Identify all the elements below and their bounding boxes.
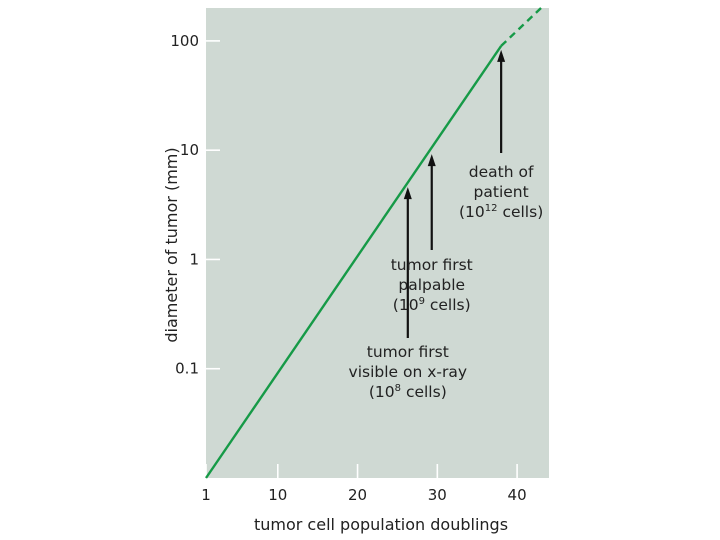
annotation-text: tumor first: [367, 343, 449, 361]
y-tick-label: 1: [189, 250, 199, 268]
x-axis: 1 10 20 30 40: [201, 464, 527, 504]
y-tick-label: 10: [180, 141, 199, 159]
annotation-arrow-head: [403, 187, 412, 200]
annotation-arrow-head: [427, 154, 436, 167]
annotation-text: tumor first: [391, 256, 473, 274]
annotation-text: (10: [393, 296, 419, 314]
annotation-label: (108 cells): [369, 383, 447, 401]
y-tick-label: 100: [170, 32, 199, 50]
annotation: tumor first palpable (109 cells): [391, 154, 473, 314]
annotation-superscript: 8: [395, 383, 401, 394]
annotation-label: (109 cells): [393, 296, 471, 314]
growth-line-extrapolated: [500, 7, 542, 47]
y-tick-label: 0.1: [175, 360, 199, 378]
annotation-superscript: 12: [485, 203, 498, 214]
annotation-text: cells): [401, 383, 447, 401]
annotation-label: patient: [474, 183, 529, 201]
annotation-label: palpable: [398, 276, 465, 294]
annotation-label: tumor first: [367, 343, 449, 361]
y-axis-title: diameter of tumor (mm): [162, 147, 181, 342]
annotation-text: visible on x-ray: [349, 363, 468, 381]
x-tick-label: 30: [428, 486, 447, 504]
annotation-arrow-head: [497, 49, 506, 62]
annotation: death of patient (1012 cells): [459, 49, 543, 221]
x-tick-label: 20: [348, 486, 367, 504]
growth-line: [205, 45, 503, 479]
annotation-label: (1012 cells): [459, 203, 543, 221]
annotation-label: visible on x-ray: [349, 363, 468, 381]
annotation-label: death of: [469, 163, 534, 181]
annotation-text: cells): [498, 203, 544, 221]
annotation-text: patient: [474, 183, 529, 201]
plot-area: [206, 8, 549, 478]
annotation-text: (10: [369, 383, 395, 401]
x-tick-label: 1: [201, 486, 211, 504]
annotation-text: (10: [459, 203, 485, 221]
annotation-text: death of: [469, 163, 534, 181]
annotation-text: cells): [425, 296, 471, 314]
x-axis-title: tumor cell population doublings: [254, 515, 508, 534]
annotation-superscript: 9: [419, 296, 425, 307]
y-axis: 0.1 1 10 100: [170, 32, 220, 378]
x-tick-label: 40: [508, 486, 527, 504]
x-tick-label: 10: [268, 486, 287, 504]
series-layer: [205, 7, 542, 479]
annotation-label: tumor first: [391, 256, 473, 274]
annotation-text: palpable: [398, 276, 465, 294]
